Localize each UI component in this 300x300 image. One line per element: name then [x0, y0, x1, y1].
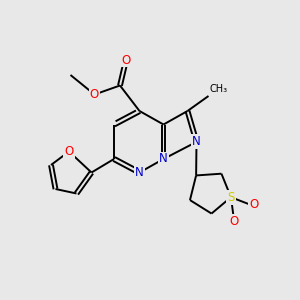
- Text: O: O: [90, 88, 99, 101]
- Text: N: N: [192, 135, 201, 148]
- Text: S: S: [227, 191, 235, 204]
- Text: O: O: [249, 198, 259, 211]
- Text: O: O: [229, 215, 239, 228]
- Text: N: N: [159, 152, 168, 166]
- Text: CH₃: CH₃: [210, 85, 228, 94]
- Text: N: N: [135, 166, 144, 179]
- Text: O: O: [122, 53, 130, 67]
- Text: O: O: [64, 145, 74, 158]
